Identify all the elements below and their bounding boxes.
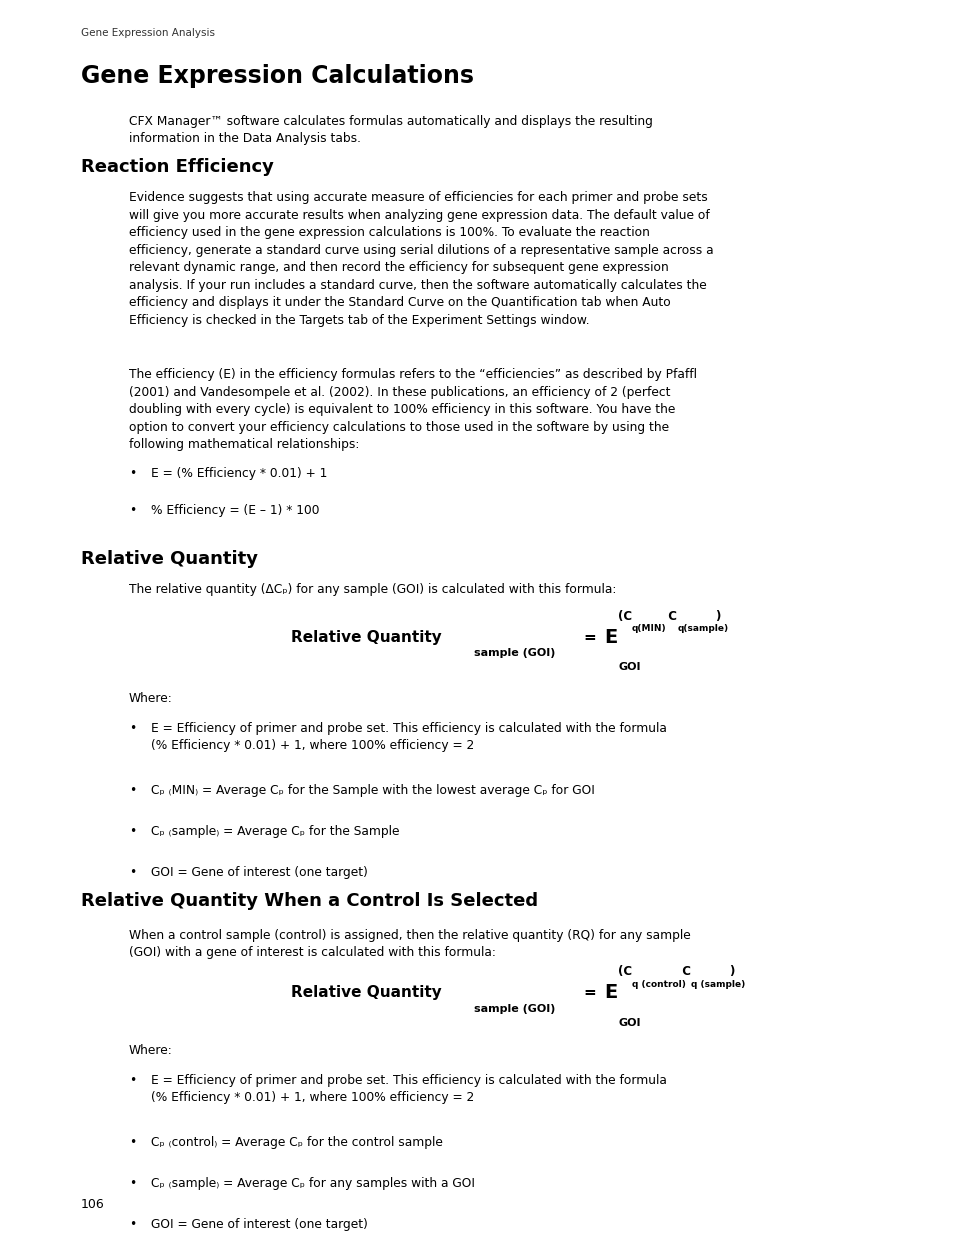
Text: (C: (C xyxy=(618,610,632,622)
Text: The relative quantity (ΔCₚ) for any sample (GOI) is calculated with this formula: The relative quantity (ΔCₚ) for any samp… xyxy=(129,583,616,597)
Text: •: • xyxy=(129,722,136,736)
Text: GOI = Gene of interest (one target): GOI = Gene of interest (one target) xyxy=(151,866,367,879)
Text: GOI = Gene of interest (one target): GOI = Gene of interest (one target) xyxy=(151,1218,367,1231)
Text: (C: (C xyxy=(618,966,632,978)
Text: •: • xyxy=(129,1136,136,1150)
Text: •: • xyxy=(129,467,136,480)
Text: Evidence suggests that using accurate measure of efficiencies for each primer an: Evidence suggests that using accurate me… xyxy=(129,191,713,327)
Text: GOI: GOI xyxy=(618,662,640,672)
Text: E = Efficiency of primer and probe set. This efficiency is calculated with the f: E = Efficiency of primer and probe set. … xyxy=(151,1074,666,1104)
Text: E = Efficiency of primer and probe set. This efficiency is calculated with the f: E = Efficiency of primer and probe set. … xyxy=(151,722,666,752)
Text: Relative Quantity: Relative Quantity xyxy=(291,986,441,1000)
Text: •: • xyxy=(129,825,136,839)
Text: q (sample): q (sample) xyxy=(690,979,744,989)
Text: GOI: GOI xyxy=(618,1018,640,1028)
Text: ): ) xyxy=(715,610,720,622)
Text: •: • xyxy=(129,1177,136,1191)
Text: Cₚ ₍sample₎ = Average Cₚ for any samples with a GOI: Cₚ ₍sample₎ = Average Cₚ for any samples… xyxy=(151,1177,475,1191)
Text: Where:: Where: xyxy=(129,692,172,705)
Text: CFX Manager™ software calculates formulas automatically and displays the resulti: CFX Manager™ software calculates formula… xyxy=(129,115,652,146)
Text: •: • xyxy=(129,784,136,798)
Text: The efficiency (E) in the efficiency formulas refers to the “efficiencies” as de: The efficiency (E) in the efficiency for… xyxy=(129,368,696,451)
Text: Reaction Efficiency: Reaction Efficiency xyxy=(81,158,274,177)
Text: Relative Quantity When a Control Is Selected: Relative Quantity When a Control Is Sele… xyxy=(81,892,537,910)
Text: •: • xyxy=(129,1074,136,1088)
Text: 106: 106 xyxy=(81,1198,105,1212)
Text: C: C xyxy=(674,966,691,978)
Text: Gene Expression Analysis: Gene Expression Analysis xyxy=(81,28,214,38)
Text: C: C xyxy=(659,610,677,622)
Text: ): ) xyxy=(728,966,734,978)
Text: •: • xyxy=(129,866,136,879)
Text: =: = xyxy=(583,986,596,1000)
Text: q(MIN): q(MIN) xyxy=(631,624,665,634)
Text: E = (% Efficiency * 0.01) + 1: E = (% Efficiency * 0.01) + 1 xyxy=(151,467,327,480)
Text: Cₚ ₍sample₎ = Average Cₚ for the Sample: Cₚ ₍sample₎ = Average Cₚ for the Sample xyxy=(151,825,398,839)
Text: •: • xyxy=(129,504,136,517)
Text: =: = xyxy=(583,630,596,645)
Text: sample (GOI): sample (GOI) xyxy=(474,648,555,658)
Text: When a control sample (control) is assigned, then the relative quantity (RQ) for: When a control sample (control) is assig… xyxy=(129,929,690,960)
Text: % Efficiency = (E – 1) * 100: % Efficiency = (E – 1) * 100 xyxy=(151,504,319,517)
Text: q(sample): q(sample) xyxy=(677,624,728,634)
Text: E: E xyxy=(603,627,617,647)
Text: Gene Expression Calculations: Gene Expression Calculations xyxy=(81,64,474,88)
Text: Relative Quantity: Relative Quantity xyxy=(81,550,258,568)
Text: E: E xyxy=(603,983,617,1003)
Text: Relative Quantity: Relative Quantity xyxy=(291,630,441,645)
Text: sample (GOI): sample (GOI) xyxy=(474,1004,555,1014)
Text: Cₚ ₍MIN₎ = Average Cₚ for the Sample with the lowest average Cₚ for GOI: Cₚ ₍MIN₎ = Average Cₚ for the Sample wit… xyxy=(151,784,594,798)
Text: •: • xyxy=(129,1218,136,1231)
Text: Cₚ ₍control₎ = Average Cₚ for the control sample: Cₚ ₍control₎ = Average Cₚ for the contro… xyxy=(151,1136,442,1150)
Text: q (control): q (control) xyxy=(631,979,684,989)
Text: Where:: Where: xyxy=(129,1044,172,1057)
